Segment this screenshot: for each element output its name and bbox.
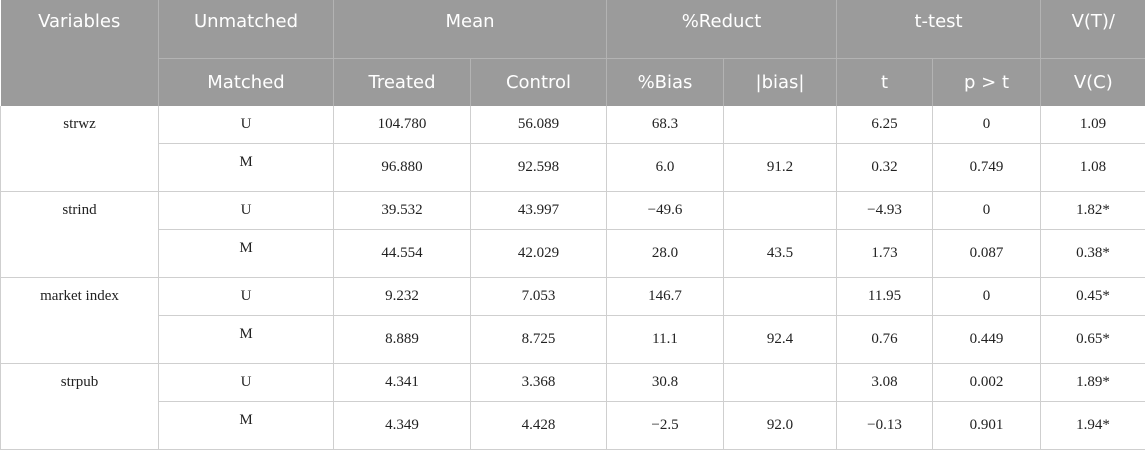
table-row: market index U 9.232 7.053 146.7 11.95 0… <box>1 278 1145 316</box>
vratio-cell: 0.45* <box>1041 278 1145 316</box>
control-cell: 3.368 <box>471 364 607 402</box>
sample-cell: M <box>159 316 334 364</box>
bias-cell: −2.5 <box>607 402 724 450</box>
variable-cell: market index <box>1 278 159 364</box>
table-header: Variables Unmatched Mean %Reduct t-test … <box>1 0 1145 106</box>
abs-bias-cell <box>724 278 837 316</box>
header-variables: Variables <box>1 0 159 106</box>
header-bias-pct: %Bias <box>607 59 724 107</box>
p-cell: 0.449 <box>933 316 1041 364</box>
table-row: M 4.349 4.428 −2.5 92.0 −0.13 0.901 1.94… <box>1 402 1145 450</box>
bias-cell: 11.1 <box>607 316 724 364</box>
header-p: p > t <box>933 59 1041 107</box>
header-matched: Matched <box>159 59 334 107</box>
abs-bias-cell: 43.5 <box>724 230 837 278</box>
vratio-cell: 1.82* <box>1041 192 1145 230</box>
treated-cell: 96.880 <box>334 144 471 192</box>
p-cell: 0 <box>933 106 1041 144</box>
treated-cell: 39.532 <box>334 192 471 230</box>
table-body: strwz U 104.780 56.089 68.3 6.25 0 1.09 … <box>1 106 1145 450</box>
p-cell: 0.002 <box>933 364 1041 402</box>
t-cell: 0.76 <box>837 316 933 364</box>
control-cell: 43.997 <box>471 192 607 230</box>
vratio-cell: 1.09 <box>1041 106 1145 144</box>
treated-cell: 8.889 <box>334 316 471 364</box>
control-cell: 92.598 <box>471 144 607 192</box>
p-cell: 0 <box>933 278 1041 316</box>
sample-cell: M <box>159 230 334 278</box>
variable-cell: strind <box>1 192 159 278</box>
abs-bias-cell: 92.4 <box>724 316 837 364</box>
table-row: strind U 39.532 43.997 −49.6 −4.93 0 1.8… <box>1 192 1145 230</box>
sample-cell: U <box>159 192 334 230</box>
t-cell: −0.13 <box>837 402 933 450</box>
bias-cell: 28.0 <box>607 230 724 278</box>
header-row-2: Matched Treated Control %Bias |bias| t p… <box>1 59 1145 107</box>
vratio-cell: 1.08 <box>1041 144 1145 192</box>
bias-cell: 30.8 <box>607 364 724 402</box>
header-mean: Mean <box>334 0 607 59</box>
table-row: strwz U 104.780 56.089 68.3 6.25 0 1.09 <box>1 106 1145 144</box>
bias-cell: 6.0 <box>607 144 724 192</box>
t-cell: 1.73 <box>837 230 933 278</box>
sample-cell: M <box>159 402 334 450</box>
abs-bias-cell: 92.0 <box>724 402 837 450</box>
control-cell: 4.428 <box>471 402 607 450</box>
p-cell: 0.749 <box>933 144 1041 192</box>
sample-cell: U <box>159 106 334 144</box>
abs-bias-cell <box>724 106 837 144</box>
header-ttest: t-test <box>837 0 1041 59</box>
header-control: Control <box>471 59 607 107</box>
t-cell: 11.95 <box>837 278 933 316</box>
p-cell: 0.901 <box>933 402 1041 450</box>
header-vratio-top: V(T)/ <box>1041 0 1145 59</box>
vratio-cell: 1.94* <box>1041 402 1145 450</box>
treated-cell: 4.349 <box>334 402 471 450</box>
header-treated: Treated <box>334 59 471 107</box>
p-cell: 0.087 <box>933 230 1041 278</box>
control-cell: 56.089 <box>471 106 607 144</box>
vratio-cell: 0.38* <box>1041 230 1145 278</box>
sample-cell: M <box>159 144 334 192</box>
abs-bias-cell <box>724 364 837 402</box>
bias-cell: −49.6 <box>607 192 724 230</box>
t-cell: 0.32 <box>837 144 933 192</box>
t-cell: 3.08 <box>837 364 933 402</box>
table-row: M 8.889 8.725 11.1 92.4 0.76 0.449 0.65* <box>1 316 1145 364</box>
treated-cell: 4.341 <box>334 364 471 402</box>
header-vratio-bottom: V(C) <box>1041 59 1145 107</box>
header-row-1: Variables Unmatched Mean %Reduct t-test … <box>1 0 1145 59</box>
table-row: strpub U 4.341 3.368 30.8 3.08 0.002 1.8… <box>1 364 1145 402</box>
control-cell: 8.725 <box>471 316 607 364</box>
treated-cell: 9.232 <box>334 278 471 316</box>
bias-cell: 68.3 <box>607 106 724 144</box>
sample-cell: U <box>159 364 334 402</box>
variable-cell: strwz <box>1 106 159 192</box>
header-reduct: %Reduct <box>607 0 837 59</box>
header-unmatched: Unmatched <box>159 0 334 59</box>
treated-cell: 104.780 <box>334 106 471 144</box>
header-bias-abs: |bias| <box>724 59 837 107</box>
t-cell: −4.93 <box>837 192 933 230</box>
table-row: M 44.554 42.029 28.0 43.5 1.73 0.087 0.3… <box>1 230 1145 278</box>
abs-bias-cell <box>724 192 837 230</box>
p-cell: 0 <box>933 192 1041 230</box>
control-cell: 7.053 <box>471 278 607 316</box>
sample-cell: U <box>159 278 334 316</box>
bias-cell: 146.7 <box>607 278 724 316</box>
header-t: t <box>837 59 933 107</box>
treated-cell: 44.554 <box>334 230 471 278</box>
variable-cell: strpub <box>1 364 159 450</box>
abs-bias-cell: 91.2 <box>724 144 837 192</box>
control-cell: 42.029 <box>471 230 607 278</box>
vratio-cell: 1.89* <box>1041 364 1145 402</box>
vratio-cell: 0.65* <box>1041 316 1145 364</box>
table-row: M 96.880 92.598 6.0 91.2 0.32 0.749 1.08 <box>1 144 1145 192</box>
t-cell: 6.25 <box>837 106 933 144</box>
